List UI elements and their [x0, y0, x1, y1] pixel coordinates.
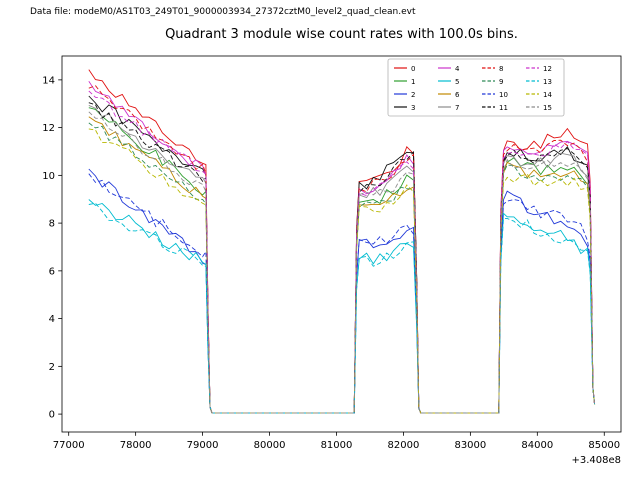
x-tick-label: 79000 — [187, 440, 219, 451]
chart-title: Quadrant 3 module wise count rates with … — [165, 27, 518, 42]
y-tick-label: 14 — [42, 75, 55, 86]
legend-item-1: 1 — [394, 78, 415, 86]
x-tick-label: 80000 — [254, 440, 286, 451]
y-tick-label: 12 — [42, 123, 55, 134]
series-line-4 — [88, 80, 596, 414]
legend-item-5: 5 — [438, 78, 459, 86]
legend-item-label: 3 — [411, 104, 415, 112]
legend-item-12: 12 — [526, 65, 552, 73]
legend-item-2: 2 — [394, 91, 415, 99]
legend-item-0: 0 — [394, 65, 415, 73]
legend-item-label: 14 — [543, 91, 552, 99]
series-line-2 — [88, 168, 596, 414]
y-tick-label: 0 — [49, 410, 55, 421]
legend-item-14: 14 — [526, 91, 552, 99]
x-tick-label: 85000 — [588, 440, 620, 451]
legend-item-label: 15 — [543, 104, 552, 112]
legend-item-label: 5 — [455, 78, 459, 86]
series-line-12 — [88, 90, 596, 414]
y-tick-label: 8 — [49, 219, 55, 230]
legend-item-label: 1 — [411, 78, 415, 86]
legend-item-label: 2 — [411, 91, 415, 99]
series-line-8 — [88, 85, 596, 414]
legend-item-label: 10 — [499, 91, 508, 99]
data-file-label: Data file: modeM0/AS1T03_249T01_90000039… — [30, 7, 416, 17]
legend-item-9: 9 — [482, 78, 503, 86]
legend-item-4: 4 — [438, 65, 460, 73]
x-tick-label: 84000 — [521, 440, 553, 451]
series-line-10 — [88, 173, 596, 414]
legend-item-15: 15 — [526, 104, 552, 112]
series-line-15 — [88, 111, 596, 414]
series-line-6 — [88, 116, 596, 414]
series-line-13 — [88, 202, 596, 414]
plot-border — [61, 55, 622, 433]
legend-item-label: 13 — [543, 78, 552, 86]
series-line-0 — [88, 69, 596, 414]
series-line-14 — [88, 128, 596, 414]
y-tick-label: 10 — [42, 171, 55, 182]
x-tick-label: 83000 — [454, 440, 486, 451]
legend-item-label: 11 — [499, 104, 508, 112]
x-tick-label: 82000 — [388, 440, 420, 451]
series-line-5 — [88, 199, 596, 414]
legend-item-label: 12 — [543, 65, 552, 73]
x-tick-label: 78000 — [120, 440, 152, 451]
series-line-7 — [88, 104, 596, 414]
legend-item-3: 3 — [394, 104, 415, 112]
series-line-1 — [88, 107, 596, 414]
legend-item-label: 8 — [499, 65, 503, 73]
legend-item-13: 13 — [526, 78, 552, 86]
legend-item-7: 7 — [438, 104, 459, 112]
y-tick-label: 6 — [49, 266, 55, 277]
legend-item-11: 11 — [482, 104, 508, 112]
x-tick-label: 77000 — [53, 440, 85, 451]
legend-item-label: 4 — [455, 65, 460, 73]
legend-item-10: 10 — [482, 91, 508, 99]
x-tick-label: 81000 — [321, 440, 353, 451]
y-tick-label: 2 — [49, 362, 55, 373]
series-line-3 — [88, 95, 596, 414]
legend-item-6: 6 — [438, 91, 460, 99]
legend-item-label: 6 — [455, 91, 460, 99]
x-axis-offset-label: +3.408e8 — [571, 455, 621, 466]
legend-box — [387, 58, 565, 117]
series-line-11 — [88, 102, 596, 414]
legend-item-label: 7 — [455, 104, 459, 112]
legend-item-label: 0 — [411, 65, 415, 73]
legend-item-label: 9 — [499, 78, 503, 86]
series-line-9 — [88, 122, 596, 414]
y-tick-label: 4 — [49, 314, 55, 325]
legend-item-8: 8 — [482, 65, 503, 73]
